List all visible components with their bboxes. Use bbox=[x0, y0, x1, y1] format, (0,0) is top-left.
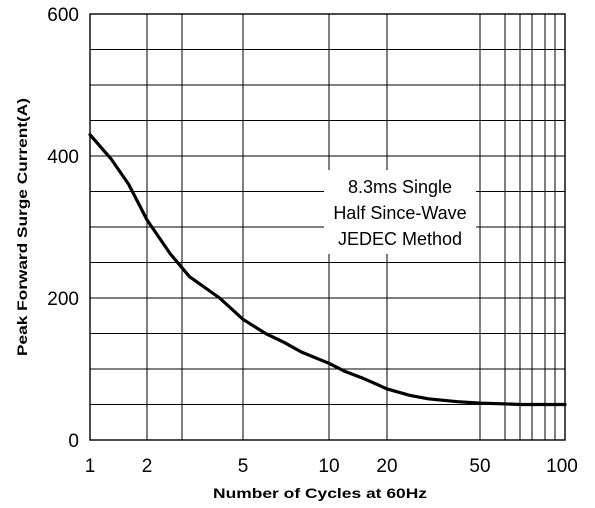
x-axis-title: Number of Cycles at 60Hz bbox=[213, 485, 427, 501]
x-tick-label: 5 bbox=[238, 456, 249, 477]
y-tick-label: 600 bbox=[47, 5, 79, 26]
y-tick-label: 200 bbox=[47, 289, 79, 310]
x-tick-label: 10 bbox=[318, 456, 339, 477]
x-tick-labels: 1 2 5 10 20 50 100 bbox=[85, 456, 578, 477]
series-line bbox=[88, 133, 567, 407]
y-tick-label: 400 bbox=[47, 147, 79, 168]
x-tick-label: 50 bbox=[469, 456, 490, 477]
annotation-background bbox=[324, 170, 476, 254]
annotation-line: JEDEC Method bbox=[338, 229, 462, 249]
y-tick-label: 0 bbox=[68, 431, 79, 452]
y-axis-title: Peak Forward Surge Current(A) bbox=[14, 98, 30, 356]
curve-annotation: 8.3ms Single Half Since-Wave JEDEC Method bbox=[324, 170, 476, 254]
x-tick-label: 2 bbox=[142, 456, 153, 477]
annotation-line: Half Since-Wave bbox=[333, 203, 466, 223]
y-tick-labels: 0 200 400 600 bbox=[47, 5, 79, 452]
x-tick-label: 20 bbox=[376, 456, 397, 477]
x-tick-label: 1 bbox=[85, 456, 96, 477]
plot-frame bbox=[89, 13, 566, 441]
annotation-line: 8.3ms Single bbox=[348, 177, 452, 197]
x-tick-label: 100 bbox=[546, 456, 578, 477]
